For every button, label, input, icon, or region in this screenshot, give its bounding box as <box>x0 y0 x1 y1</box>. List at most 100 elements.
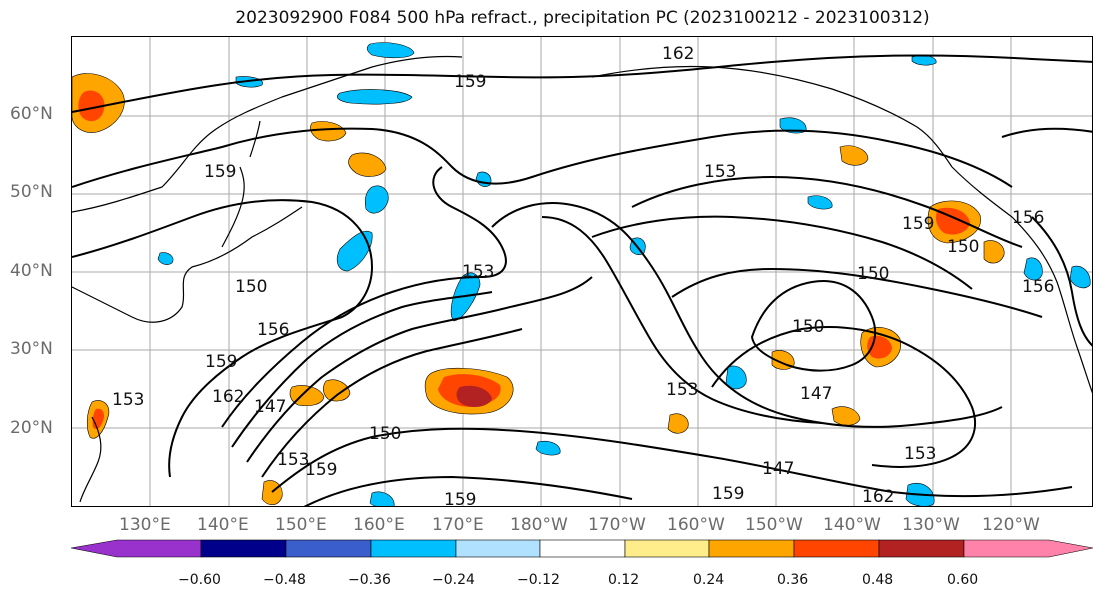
contour-label: 147 <box>800 384 832 404</box>
precip-patch-negative <box>807 195 833 210</box>
precip-patch-positive <box>839 145 869 166</box>
contour-label: 159 <box>712 484 744 504</box>
contour-line <box>711 326 977 468</box>
contour-line <box>541 216 823 424</box>
lon-label: 150°E <box>275 515 327 535</box>
lon-label: 120°W <box>982 515 1040 535</box>
colorbar-segment <box>963 539 1094 558</box>
lon-label: 180°W <box>510 515 568 535</box>
precip-patch-positive <box>983 240 1005 264</box>
precip-patch-negative <box>157 252 174 265</box>
contour-label: 150 <box>235 277 267 297</box>
precip-patch-positive <box>322 379 351 402</box>
contour-label: 153 <box>112 390 144 410</box>
contour-label: 159 <box>204 162 236 182</box>
contour-label: 156 <box>1012 208 1044 228</box>
colorbar-tick-label: 0.12 <box>608 572 640 588</box>
contour-line <box>72 127 1013 188</box>
precip-patch-negative <box>369 491 395 506</box>
lat-label: 50°N <box>10 182 53 202</box>
precip-patch-positive <box>310 121 347 142</box>
precip-patch-positive <box>348 152 387 177</box>
contour-line <box>1031 216 1092 347</box>
contour-line <box>72 199 374 478</box>
colorbar-tick-label: −0.48 <box>263 572 306 588</box>
colorbar <box>70 539 1094 558</box>
contour-label: 162 <box>662 44 694 64</box>
contour-line <box>271 427 1073 498</box>
colorbar-segment <box>708 539 795 558</box>
colorbar-tick-label: −0.60 <box>178 572 221 588</box>
contour-label: 150 <box>792 317 824 337</box>
map-title: 2023092900 F084 500 hPa refract., precip… <box>235 8 930 28</box>
contour-line <box>750 280 877 372</box>
coastline-japan <box>221 120 261 248</box>
contour-label: 159 <box>305 460 337 480</box>
colorbar-segment <box>70 539 202 558</box>
coastlines <box>72 55 1092 503</box>
lat-label: 20°N <box>10 418 53 438</box>
contour-label: 153 <box>904 444 936 464</box>
contour-label: 156 <box>257 320 289 340</box>
colorbar-segment <box>455 539 541 558</box>
precip-patch-positive <box>78 90 105 122</box>
coastline-asia <box>72 55 463 323</box>
map-canvas: 162 159 159 153 150 150 156 159 162 147 … <box>72 37 1092 507</box>
precip-patch-negative <box>366 42 415 59</box>
colorbar-segment <box>200 539 287 558</box>
colorbar-tick-label: 0.48 <box>862 572 894 588</box>
colorbar-tick-label: 0.24 <box>693 572 725 588</box>
precip-patch-negative <box>1069 265 1091 289</box>
colorbar-segment <box>285 539 372 558</box>
contour-label: 150 <box>947 237 979 257</box>
lon-label: 130°E <box>119 515 171 535</box>
contour-label: 162 <box>212 387 244 407</box>
lat-label: 30°N <box>10 339 53 359</box>
graticule <box>72 37 1092 506</box>
contour-line <box>631 175 1023 248</box>
lon-label: 130°W <box>902 515 960 535</box>
contour-line <box>72 54 1092 113</box>
colorbar-tick-label: −0.24 <box>432 572 475 588</box>
colorbar-tick-label: 0.60 <box>947 572 979 588</box>
precip-patch-positive <box>261 480 283 506</box>
coastline-philippines <box>79 416 102 503</box>
contour-line <box>261 328 523 478</box>
colorbar-tick-label: −0.12 <box>517 572 560 588</box>
colorbar-segment <box>370 539 457 558</box>
contour-label: 159 <box>205 352 237 372</box>
contour-label: 159 <box>444 490 476 507</box>
precip-patch-negative <box>1023 257 1043 281</box>
map-panel: 162 159 159 153 150 150 156 159 162 147 … <box>71 36 1093 507</box>
contour-line <box>231 291 493 448</box>
contour-label: 153 <box>462 262 494 282</box>
contour-line <box>303 475 633 506</box>
lat-label: 40°N <box>10 261 53 281</box>
contour-label: 147 <box>762 459 794 479</box>
precip-patch-positive <box>667 413 689 434</box>
contour-label: 150 <box>857 264 889 284</box>
precip-patch-positive <box>456 385 492 407</box>
colorbar-segment <box>793 539 880 558</box>
coastline-north-america <box>951 166 1092 394</box>
precip-patch-negative <box>364 185 389 214</box>
contour-label: 153 <box>704 162 736 182</box>
colorbar-tick-label: −0.36 <box>348 572 391 588</box>
lon-label: 140°E <box>197 515 249 535</box>
contour-label: 156 <box>1022 277 1054 297</box>
contour-label: 159 <box>454 72 486 92</box>
contour-line <box>1001 127 1092 138</box>
contour-line <box>591 215 973 290</box>
contour-label: 150 <box>369 424 401 444</box>
contour-label: 162 <box>862 487 894 507</box>
precip-patch-negative <box>475 171 492 187</box>
lon-label: 170°W <box>588 515 646 535</box>
contour-label: 153 <box>666 380 698 400</box>
contour-line <box>221 166 507 428</box>
lon-label: 160°E <box>353 515 405 535</box>
precip-patch-negative <box>535 440 561 456</box>
colorbar-segment <box>878 539 965 558</box>
contour-label: 159 <box>902 214 934 234</box>
colorbar-segment <box>624 539 710 558</box>
contour-line <box>246 276 593 463</box>
